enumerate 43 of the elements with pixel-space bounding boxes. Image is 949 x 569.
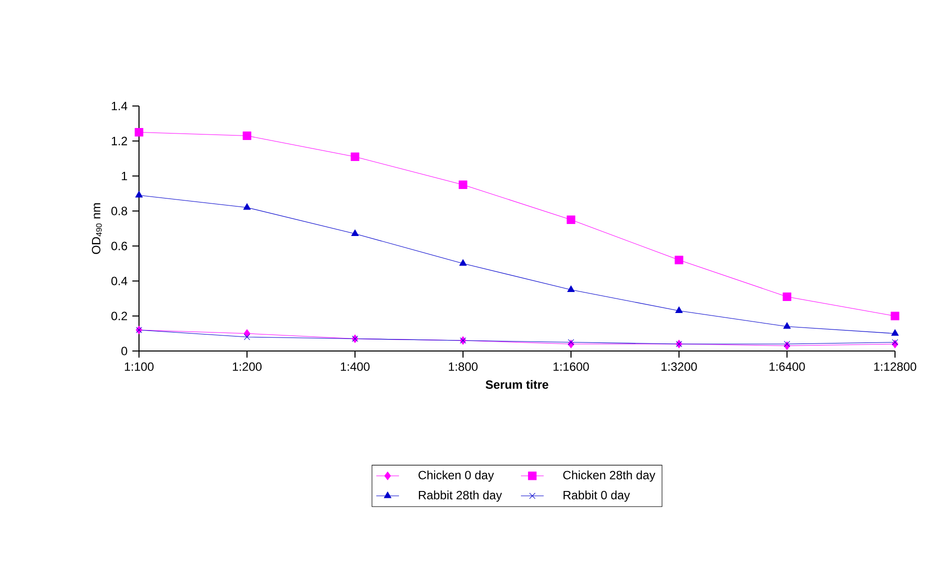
point [243,203,251,210]
legend-label: Rabbit 28th day [418,490,502,502]
x-tick-label: 1:6400 [770,362,805,371]
y-tick-label: 1.4 [112,102,128,110]
point [783,322,791,329]
point [242,131,252,140]
y-tick-label: 0.6 [111,242,128,250]
x-tick-label: 1:12800 [874,362,916,371]
point [892,339,898,346]
legend-label: Rabbit 0 day [564,490,630,502]
point [890,312,900,320]
point [891,329,899,336]
y-tick-label: 1.2 [112,136,128,146]
x-tick-label: 1:1600 [554,362,589,371]
point [675,306,683,314]
y-tick-label: 0.8 [111,206,128,216]
y-tick-label: 0.4 [111,276,128,286]
x-axis-title: Serum titre [486,380,548,389]
y-tick-label: 0 [121,346,128,356]
x-tick-label: 1:200 [232,362,262,371]
point [566,215,576,224]
point [351,229,359,236]
point [458,180,468,190]
x-tick-label: 1:100 [124,362,154,371]
x-tick-label: 1:400 [340,362,370,371]
point [244,334,250,340]
y-axis-title: OD$_{490}$ nm [92,203,102,254]
point [134,128,144,137]
x-tick-label: 1:3200 [662,362,697,371]
point [244,329,250,338]
point [674,256,684,264]
point [459,259,467,266]
x-tick-label: 1:800 [448,362,478,371]
legend-label: Chicken 28th day [563,470,656,482]
point [135,190,143,198]
point [350,152,360,162]
point [784,340,790,348]
y-tick-label: 1 [122,172,128,180]
legend-label: Chicken 0 day [418,470,494,482]
point [567,285,575,292]
point [568,339,574,346]
point [782,292,792,302]
y-tick-label: 0.2 [111,312,128,320]
